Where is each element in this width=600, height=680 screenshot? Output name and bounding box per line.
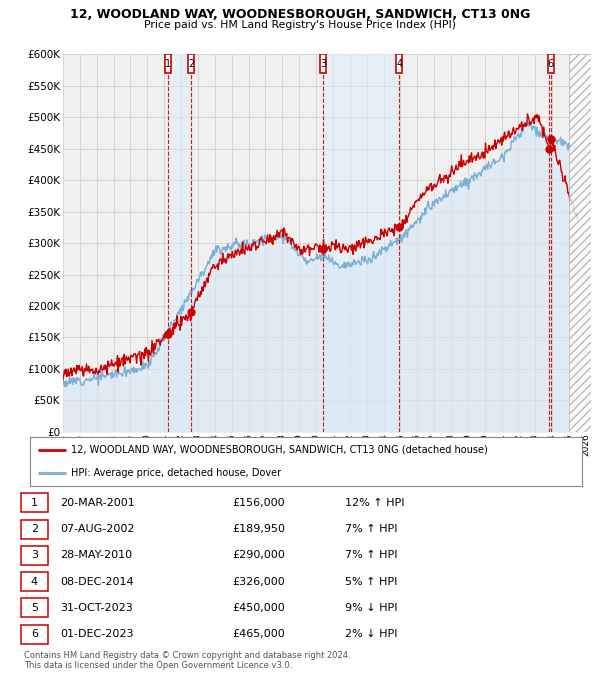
Text: 20-MAR-2001: 20-MAR-2001	[60, 498, 135, 508]
Bar	[323, 54, 400, 432]
Text: HPI: Average price, detached house, Dover: HPI: Average price, detached house, Dove…	[71, 468, 281, 478]
Text: 7% ↑ HPI: 7% ↑ HPI	[345, 550, 398, 560]
Text: £326,000: £326,000	[232, 577, 285, 587]
Text: 12% ↑ HPI: 12% ↑ HPI	[345, 498, 404, 508]
Bar	[168, 54, 191, 432]
Text: 5: 5	[31, 603, 38, 613]
Text: 2% ↓ HPI: 2% ↓ HPI	[345, 629, 398, 639]
FancyBboxPatch shape	[165, 54, 171, 73]
Text: £156,000: £156,000	[232, 498, 285, 508]
Text: 9% ↓ HPI: 9% ↓ HPI	[345, 603, 398, 613]
FancyBboxPatch shape	[21, 493, 48, 512]
Text: 4: 4	[397, 59, 403, 69]
Text: 2: 2	[188, 59, 194, 69]
Text: 1: 1	[31, 498, 38, 508]
Text: 12, WOODLAND WAY, WOODNESBOROUGH, SANDWICH, CT13 0NG: 12, WOODLAND WAY, WOODNESBOROUGH, SANDWI…	[70, 9, 530, 22]
Text: 2: 2	[31, 524, 38, 534]
FancyBboxPatch shape	[21, 572, 48, 591]
Text: 3: 3	[320, 59, 326, 69]
Text: 6: 6	[31, 629, 38, 639]
FancyBboxPatch shape	[21, 598, 48, 617]
Text: 5% ↑ HPI: 5% ↑ HPI	[345, 577, 397, 587]
FancyBboxPatch shape	[188, 54, 194, 73]
FancyBboxPatch shape	[548, 54, 554, 73]
Text: 01-DEC-2023: 01-DEC-2023	[60, 629, 134, 639]
Text: Price paid vs. HM Land Registry's House Price Index (HPI): Price paid vs. HM Land Registry's House …	[144, 20, 456, 31]
Text: £290,000: £290,000	[232, 550, 285, 560]
Text: 07-AUG-2002: 07-AUG-2002	[60, 524, 135, 534]
FancyBboxPatch shape	[397, 54, 403, 73]
Bar	[550, 54, 551, 432]
Text: 31-OCT-2023: 31-OCT-2023	[60, 603, 133, 613]
FancyBboxPatch shape	[21, 546, 48, 565]
FancyBboxPatch shape	[21, 625, 48, 644]
Text: 4: 4	[31, 577, 38, 587]
Text: £450,000: £450,000	[232, 603, 285, 613]
Text: 12, WOODLAND WAY, WOODNESBOROUGH, SANDWICH, CT13 0NG (detached house): 12, WOODLAND WAY, WOODNESBOROUGH, SANDWI…	[71, 445, 488, 455]
Text: 08-DEC-2014: 08-DEC-2014	[60, 577, 134, 587]
Text: 28-MAY-2010: 28-MAY-2010	[60, 550, 133, 560]
Text: 7% ↑ HPI: 7% ↑ HPI	[345, 524, 398, 534]
Text: Contains HM Land Registry data © Crown copyright and database right 2024.: Contains HM Land Registry data © Crown c…	[24, 651, 350, 660]
Text: £465,000: £465,000	[232, 629, 285, 639]
Text: 1: 1	[165, 59, 171, 69]
Text: This data is licensed under the Open Government Licence v3.0.: This data is licensed under the Open Gov…	[24, 662, 292, 670]
Text: 3: 3	[31, 550, 38, 560]
Text: £189,950: £189,950	[232, 524, 286, 534]
FancyBboxPatch shape	[21, 520, 48, 539]
FancyBboxPatch shape	[320, 54, 326, 73]
Text: 6: 6	[548, 59, 554, 69]
